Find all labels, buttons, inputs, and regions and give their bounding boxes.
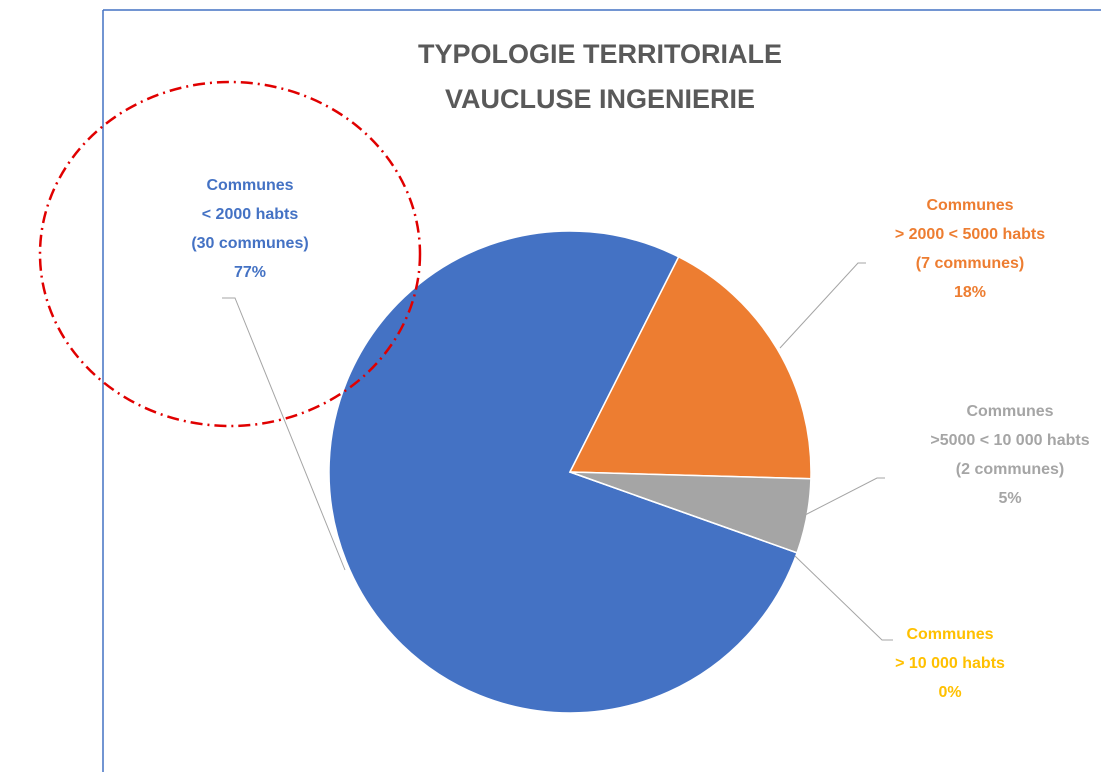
value-label: 0% [938, 684, 961, 701]
slice-label: Communes [966, 403, 1053, 420]
slice-label: Communes [206, 177, 293, 194]
pie-slice [569, 471, 812, 554]
slice-label: Communes [906, 626, 993, 643]
slice-label: (2 communes) [956, 461, 1064, 478]
slice-label: (30 communes) [191, 235, 308, 252]
slice-label: < 2000 habts [202, 206, 299, 223]
value-label: 18% [954, 284, 986, 301]
leader-line [779, 262, 866, 349]
value-label: 77% [234, 264, 266, 281]
data-labels: Communes < 2000 habts (30 communes) 77% Comm… [191, 177, 1089, 701]
leader-line [794, 555, 893, 641]
pie-slice [568, 255, 812, 480]
slice-label: Communes [926, 197, 1013, 214]
pie [328, 230, 812, 714]
leader-line [222, 297, 346, 571]
highlight-circle [38, 80, 422, 428]
chart-title: TYPOLOGIE TERRITORIALE [418, 39, 782, 69]
slice-label: >5000 < 10 000 habts [930, 432, 1089, 449]
slice-label: > 2000 < 5000 habts [895, 226, 1045, 243]
slice-label: > 10 000 habts [895, 655, 1005, 672]
leader-line [804, 477, 885, 516]
chart-title: VAUCLUSE INGENIERIE [445, 84, 755, 114]
pie-slice [328, 230, 798, 714]
value-label: 5% [998, 490, 1021, 507]
slice-label: (7 communes) [916, 255, 1024, 272]
